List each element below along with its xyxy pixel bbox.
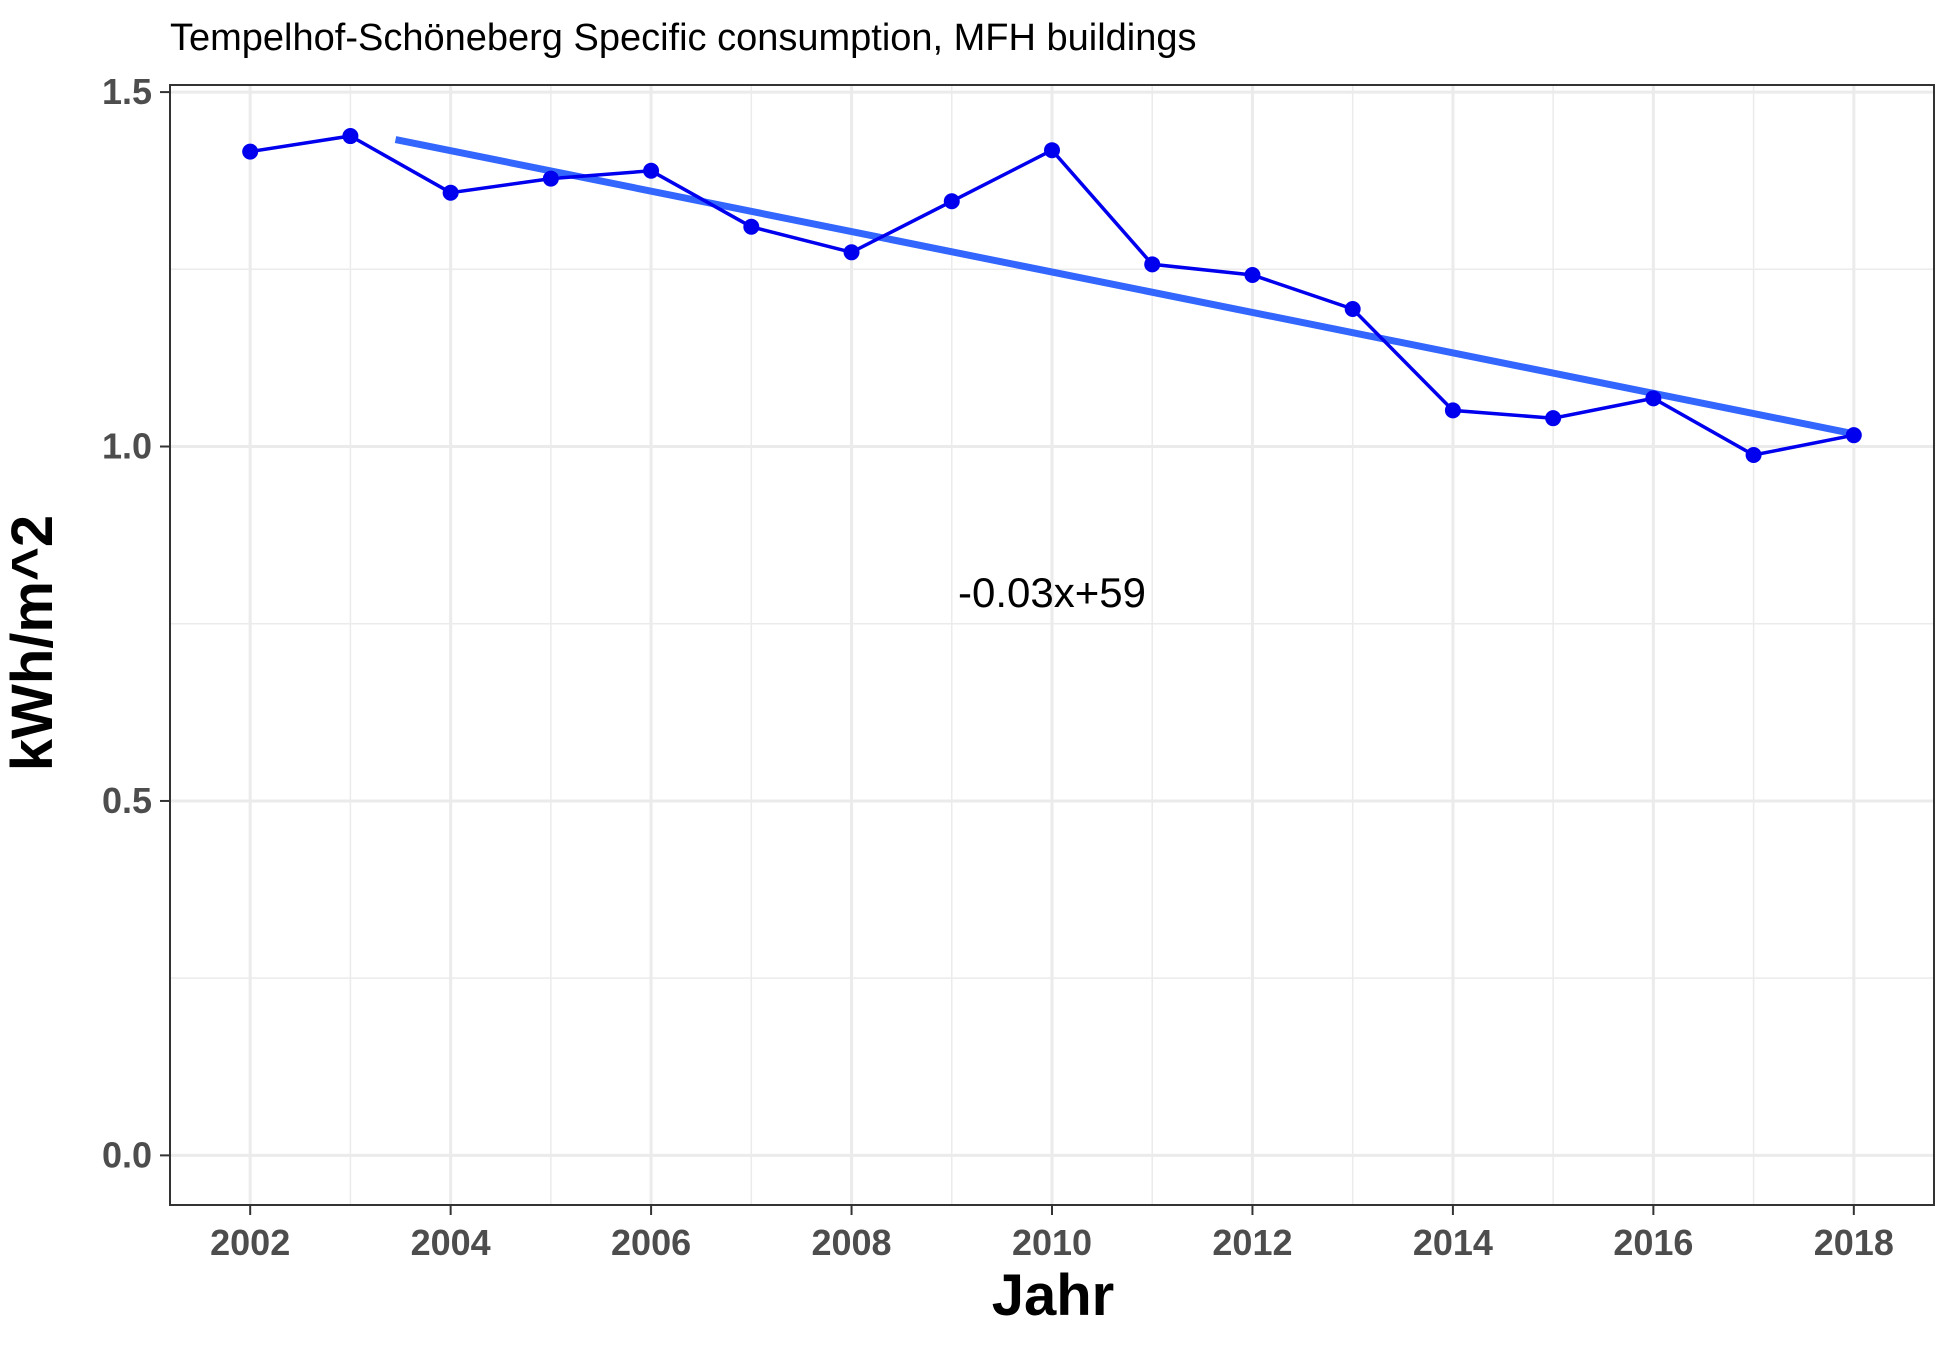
data-point bbox=[1845, 427, 1862, 444]
data-point bbox=[1044, 142, 1060, 159]
data-point bbox=[843, 244, 860, 261]
x-tick-label: 2008 bbox=[811, 1222, 891, 1263]
trend-line bbox=[394, 136, 1855, 438]
data-point bbox=[1745, 447, 1762, 464]
trend-equation-label: -0.03x+59 bbox=[958, 569, 1146, 616]
series-layer bbox=[242, 128, 1862, 464]
x-tick-label: 2002 bbox=[210, 1222, 290, 1263]
x-tick-label: 2016 bbox=[1613, 1222, 1693, 1263]
data-point bbox=[943, 193, 960, 210]
data-point bbox=[1244, 266, 1261, 283]
data-point bbox=[542, 170, 559, 187]
y-tick-label: 1.0 bbox=[102, 426, 152, 467]
data-point bbox=[1444, 402, 1461, 419]
y-axis-title: kWh/m^2 bbox=[0, 515, 65, 771]
data-point bbox=[743, 218, 760, 235]
data-point bbox=[1645, 390, 1662, 407]
data-point bbox=[242, 143, 259, 160]
chart-title: Tempelhof-Schöneberg Specific consumptio… bbox=[170, 17, 1197, 59]
grid bbox=[170, 85, 1934, 1205]
x-axis-title: Jahr bbox=[992, 1263, 1115, 1328]
x-tick-label: 2018 bbox=[1814, 1222, 1894, 1263]
y-tick-label: 0.0 bbox=[102, 1134, 152, 1175]
y-tick-label: 0.5 bbox=[102, 780, 152, 821]
x-tick-label: 2014 bbox=[1413, 1222, 1493, 1263]
x-tick-label: 2010 bbox=[1012, 1222, 1092, 1263]
data-point bbox=[643, 162, 660, 179]
x-tick-label: 2012 bbox=[1212, 1222, 1292, 1263]
data-point bbox=[442, 184, 459, 201]
x-axis: 2002 2004 2006 2008 2010 2012 2014 2016 2018 bbox=[210, 1205, 1894, 1263]
data-point bbox=[342, 128, 359, 145]
data-point bbox=[1144, 256, 1161, 273]
data-point bbox=[1344, 301, 1361, 317]
trend-layer bbox=[394, 136, 1855, 438]
x-tick-label: 2004 bbox=[411, 1222, 491, 1263]
data-point bbox=[1545, 410, 1562, 427]
y-axis: 0.0 0.5 1.0 1.5 bbox=[102, 71, 170, 1175]
y-tick-label: 1.5 bbox=[102, 71, 152, 112]
x-tick-label: 2006 bbox=[611, 1222, 691, 1263]
